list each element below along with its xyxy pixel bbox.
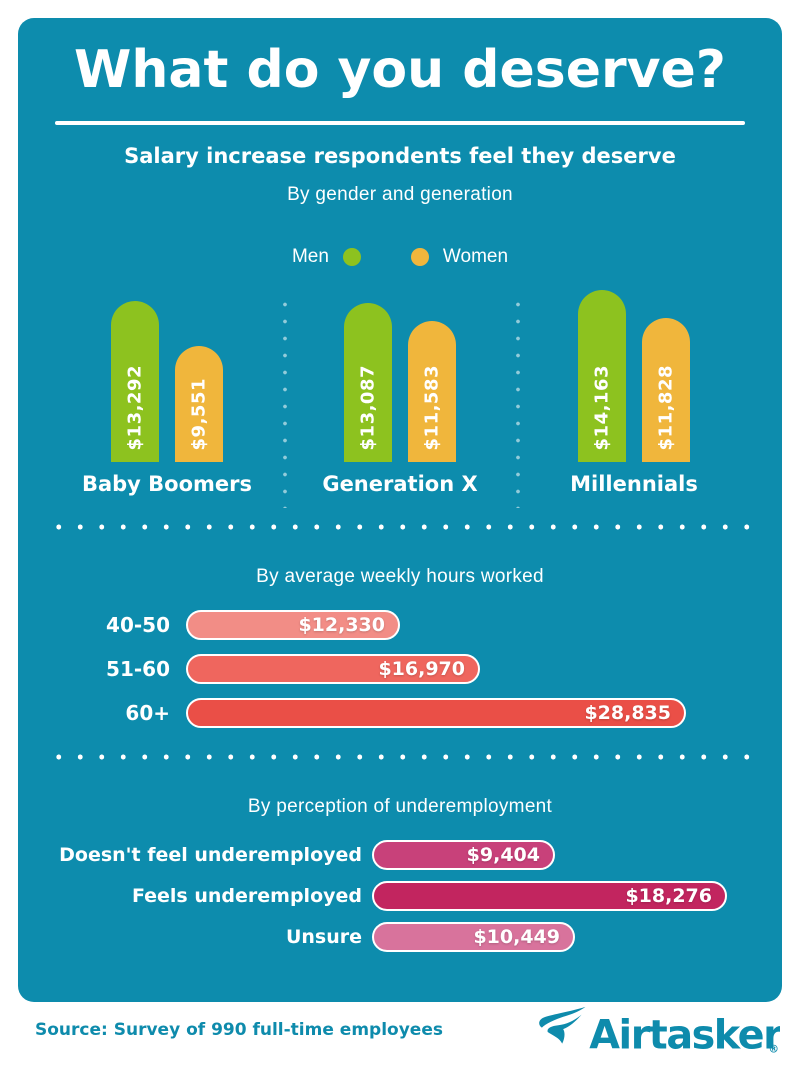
bar-value-label: $11,583 [421, 364, 443, 450]
hbar-row: Feels underemployed $18,276 [18, 881, 727, 911]
hbar-category-label: 40-50 [106, 613, 170, 637]
page-title: What do you deserve? [74, 40, 726, 100]
weekly-hours-chart: 40-50 $12,330 51-60 $16,970 60+ $28,835 [18, 610, 782, 730]
hbar-bar: $10,449 [372, 922, 575, 952]
hbar-row: 40-50 $12,330 [18, 610, 400, 640]
hbar-bar: $12,330 [186, 610, 400, 640]
vertical-dotted-separator [282, 296, 288, 508]
source-note: Source: Survey of 990 full-time employee… [35, 1020, 443, 1040]
hbar-value-label: $28,835 [584, 702, 671, 724]
section-title-weekly-hours: By average weekly hours worked [256, 566, 544, 587]
bar-men: $13,087 [344, 303, 392, 462]
section-title-underemployment: By perception of underemployment [247, 796, 553, 817]
generation-group: $13,087 $11,583 Generation X [320, 290, 480, 496]
vertical-dotted-separator [515, 296, 521, 508]
hbar-bar: $28,835 [186, 698, 686, 728]
airtasker-wordmark: Airtasker [589, 1012, 780, 1058]
airtasker-logo: Airtasker ® [538, 1002, 785, 1062]
legend-women-swatch [410, 248, 429, 266]
legend-men-swatch [342, 248, 361, 266]
generation-bars: $13,087 $11,583 [344, 290, 456, 462]
bar-men: $14,163 [578, 290, 626, 462]
legend-men-label: Men [291, 246, 329, 267]
generation-label: Baby Boomers [81, 472, 253, 496]
airtasker-wing-icon [539, 1006, 586, 1044]
dotted-divider [48, 754, 752, 760]
hbar-category-label: 51-60 [106, 657, 170, 681]
hbar-category-label: Feels underemployed [131, 885, 362, 907]
registered-mark: ® [768, 1042, 779, 1055]
bar-women: $9,551 [175, 346, 223, 462]
generation-group: $14,163 $11,828 Millennials [554, 290, 714, 496]
generation-bars: $14,163 $11,828 [578, 290, 690, 462]
infographic-card: What do you deserve? Salary increase res… [18, 18, 782, 1002]
generation-label: Millennials [570, 472, 698, 496]
generation-group: $13,292 $9,551 Baby Boomers [82, 290, 252, 496]
bar-value-label: $11,828 [655, 364, 677, 450]
bar-women: $11,583 [408, 321, 456, 462]
chart-subtitle: Salary increase respondents feel they de… [124, 144, 676, 168]
underemployment-chart: Doesn't feel underemployed $9,404 Feels un… [18, 840, 782, 955]
hbar-value-label: $18,276 [625, 885, 712, 907]
bar-value-label: $13,087 [357, 364, 379, 450]
hbar-row: 60+ $28,835 [18, 698, 686, 728]
gender-generation-chart: $13,292 $9,551 Baby Boomers $13,087 $11,583 G… [18, 290, 782, 525]
legend-women-label: Women [442, 246, 509, 267]
hbar-value-label: $16,970 [378, 658, 465, 680]
airtasker-logo-svg: Airtasker ® [539, 1006, 785, 1058]
bar-value-label: $9,551 [188, 377, 210, 450]
hbar-value-label: $12,330 [298, 614, 385, 636]
generation-label: Generation X [322, 472, 478, 496]
title-underline [55, 121, 745, 125]
hbar-bar: $9,404 [372, 840, 555, 870]
hbar-category-label: Doesn't feel underemployed [59, 844, 362, 866]
hbar-value-label: $10,449 [473, 926, 560, 948]
bar-value-label: $14,163 [591, 364, 613, 450]
hbar-row: Doesn't feel underemployed $9,404 [18, 840, 555, 870]
section-title-gender-generation: By gender and generation [287, 184, 513, 205]
bar-men: $13,292 [111, 301, 159, 462]
bar-women: $11,828 [642, 318, 690, 462]
hbar-category-label: 60+ [125, 701, 170, 725]
hbar-category-label: Unsure [285, 926, 362, 948]
bar-value-label: $13,292 [124, 364, 146, 450]
generation-bars: $13,292 $9,551 [111, 290, 223, 462]
hbar-value-label: $9,404 [466, 844, 540, 866]
hbar-row: Unsure $10,449 [18, 922, 575, 952]
dotted-divider [48, 524, 752, 530]
legend: Men Women [18, 246, 782, 268]
hbar-bar: $16,970 [186, 654, 480, 684]
hbar-row: 51-60 $16,970 [18, 654, 480, 684]
hbar-bar: $18,276 [372, 881, 727, 911]
